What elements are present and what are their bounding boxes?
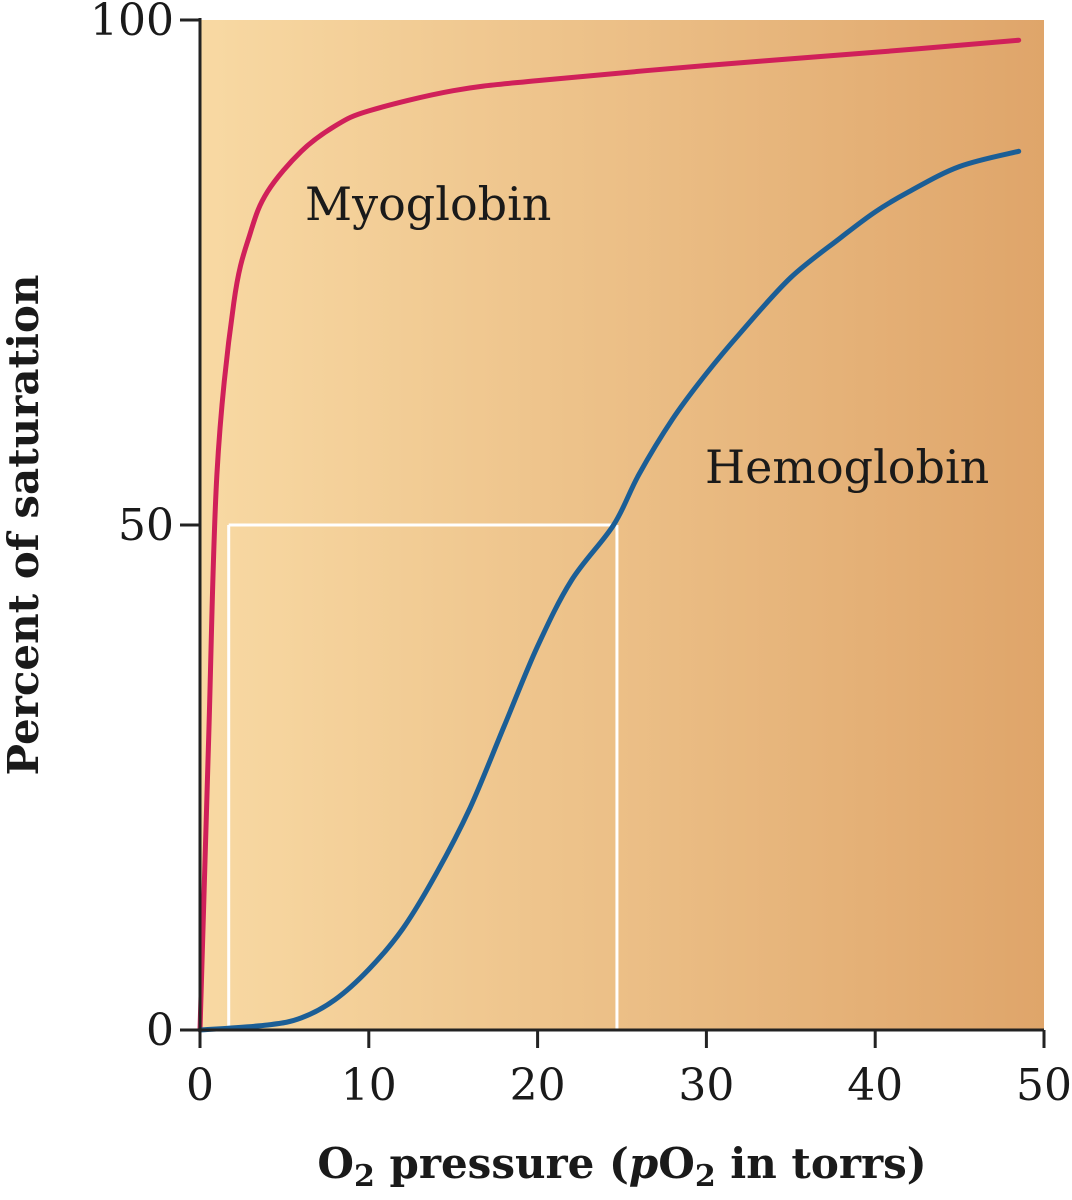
x-title-o2: O	[658, 1139, 695, 1188]
y-tick-label: 50	[118, 500, 174, 551]
myoglobin-label: Myoglobin	[305, 177, 551, 231]
x-title-suffix: in torrs)	[716, 1139, 927, 1188]
x-title-sub2: 2	[695, 1159, 716, 1194]
y-tick-label: 100	[90, 0, 174, 46]
x-axis-title: O2 pressure (pO2 in torrs)	[317, 1139, 926, 1194]
x-tick-label: 50	[1016, 1060, 1072, 1111]
axes: 0 10 20 30 40 50 0 50 100	[90, 0, 1072, 1111]
x-tick-label: 40	[847, 1060, 903, 1111]
labels: Myoglobin Hemoglobin Percent of saturati…	[0, 177, 989, 1194]
hemoglobin-curve	[197, 148, 1022, 1033]
x-tick-label: 20	[510, 1060, 566, 1111]
x-title-o: O	[317, 1139, 354, 1188]
half-saturation-guides	[227, 523, 619, 1030]
x-tick-label: 0	[186, 1060, 214, 1111]
y-tick-label: 0	[146, 1005, 174, 1056]
y-axis-title: Percent of saturation	[0, 275, 48, 776]
x-title-sub1: 2	[354, 1159, 375, 1194]
x-title-p: p	[629, 1139, 658, 1188]
x-tick-label: 30	[678, 1060, 734, 1111]
myoglobin-curve	[197, 37, 1022, 1033]
x-tick-label: 10	[341, 1060, 397, 1111]
x-title-middle: pressure (	[375, 1139, 629, 1188]
hemoglobin-label: Hemoglobin	[705, 440, 989, 494]
series-layer	[197, 37, 1022, 1033]
